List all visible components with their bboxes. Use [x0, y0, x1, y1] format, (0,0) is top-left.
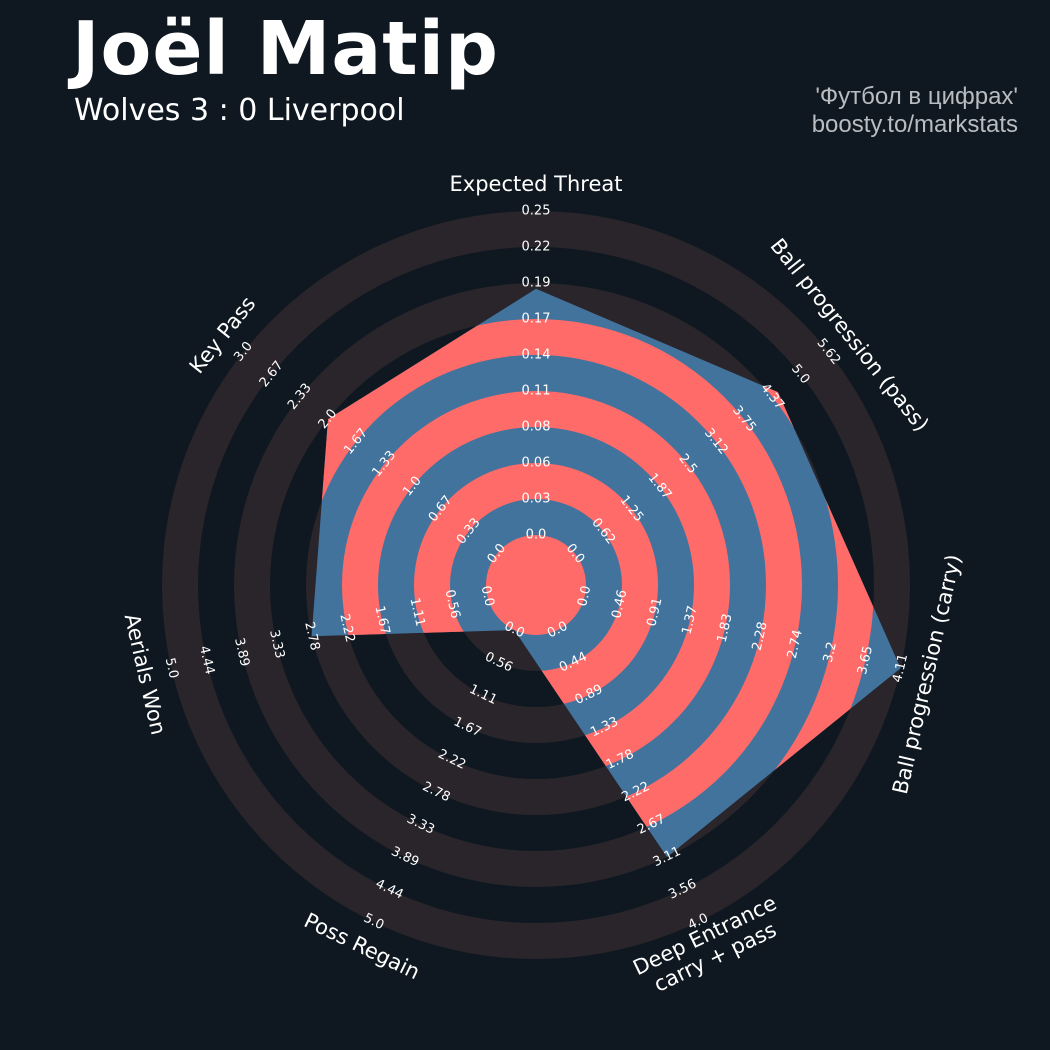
tick-label: 0.11	[522, 384, 551, 399]
tick-label: 0.25	[522, 204, 551, 219]
tick-label: 2.28	[750, 620, 771, 652]
tick-label: 0.03	[522, 492, 551, 507]
tick-label: 0.14	[522, 348, 551, 363]
tick-label: 2.78	[301, 620, 322, 652]
player-name: Joël Matip	[72, 6, 499, 92]
tick-label: 0.22	[522, 240, 551, 255]
match-subtitle: Wolves 3 : 0 Liverpool	[74, 93, 405, 128]
tick-label: 2.22	[336, 612, 357, 644]
tick-label: 4.44	[196, 644, 217, 676]
tick-label: 0.91	[644, 596, 665, 628]
param-label: Aerials Won	[120, 611, 171, 737]
tick-labels: 0.0 0.03 0.06 0.08 0.11 0.14 0.17 0.19 0.22 0.25 0…	[162, 204, 911, 934]
tick-label: 3.65	[855, 644, 876, 676]
tick-label: 3.89	[231, 636, 252, 668]
tick-label: 2.74	[785, 628, 806, 660]
tick-label: 0.06	[522, 456, 551, 471]
tick-label: 0.56	[442, 588, 463, 620]
credit-line-2: boosty.to/markstats	[811, 111, 1018, 138]
tick-label: 3.33	[266, 628, 287, 660]
tick-label: 0.17	[522, 312, 551, 327]
credit-line-1: 'Футбол в цифрах'	[815, 83, 1018, 110]
param-label-line: Aerials Won	[120, 611, 171, 737]
tick-label: 4.11	[890, 652, 911, 684]
tick-label: 0.46	[609, 588, 630, 620]
tick-label: 1.11	[407, 596, 428, 628]
tick-label: 1.67	[371, 604, 392, 636]
tick-label: 1.83	[715, 612, 736, 644]
param-label: Expected Threat	[450, 172, 623, 196]
credit-block: 'Футбол в цифрах' boosty.to/markstats	[812, 83, 1018, 139]
tick-label: 5.0	[162, 656, 181, 680]
tick-label: 0.0	[526, 528, 547, 543]
tick-label: 0.0	[575, 584, 594, 608]
param-label-line: Expected Threat	[450, 172, 623, 196]
tick-label: 1.37	[680, 604, 701, 636]
tick-label: 0.0	[478, 584, 497, 608]
tick-label: 0.19	[522, 276, 551, 291]
tick-label: 3.2	[821, 640, 840, 664]
center-disc	[486, 535, 586, 635]
tick-label: 0.08	[522, 420, 551, 435]
